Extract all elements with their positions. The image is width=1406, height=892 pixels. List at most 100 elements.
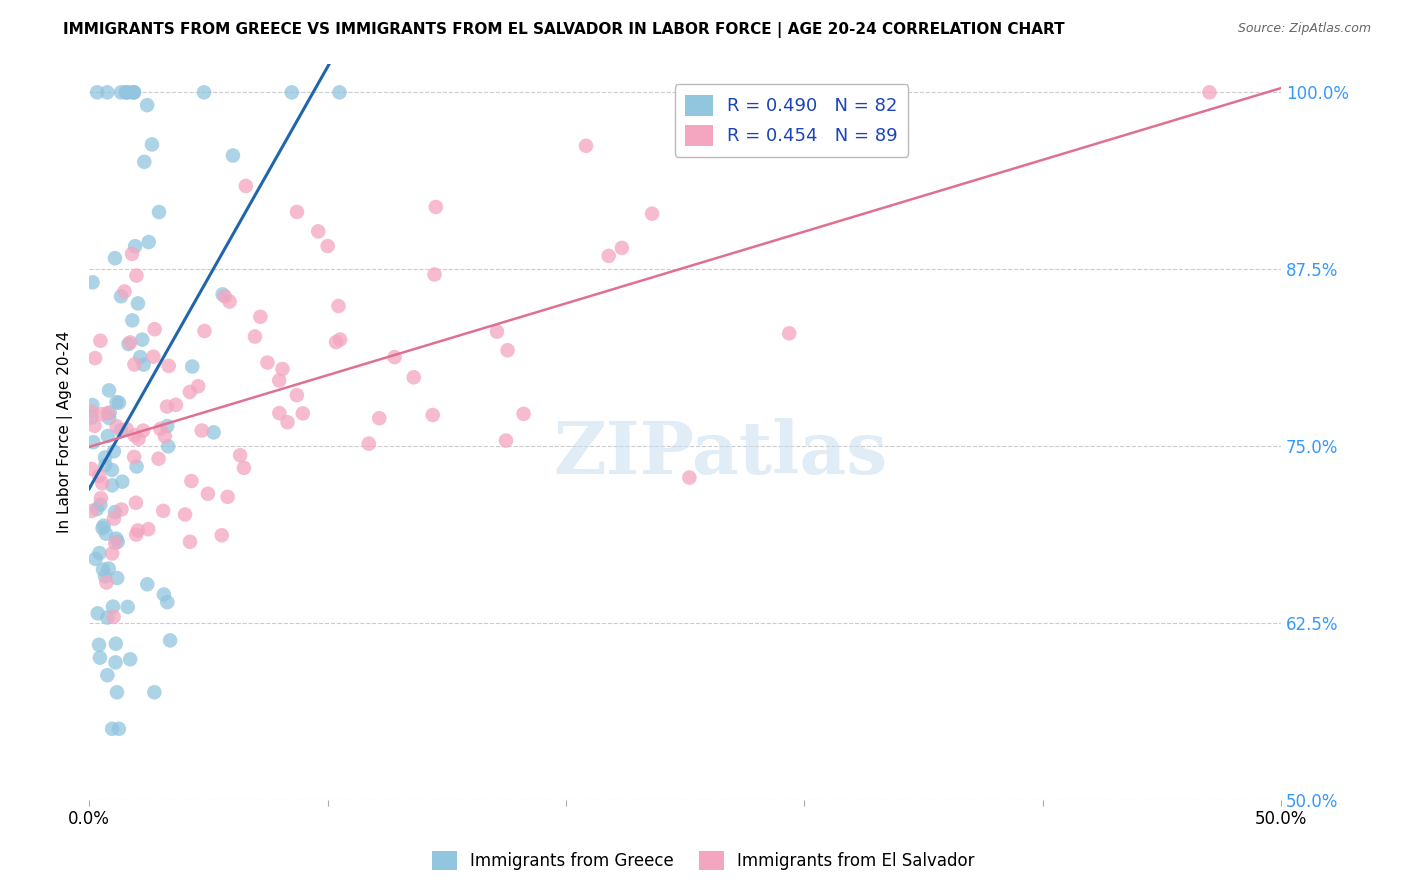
- Point: [83, 418, 105, 433]
- Point: [122, 86, 145, 100]
- Point: [156, 419, 179, 434]
- Point: [110, 502, 132, 516]
- Point: [122, 86, 145, 100]
- Point: [80, 405, 103, 419]
- Point: [124, 239, 146, 253]
- Point: [778, 326, 800, 341]
- Point: [103, 610, 125, 624]
- Point: [90, 407, 112, 421]
- Point: [80, 504, 103, 518]
- Point: [117, 86, 139, 100]
- Point: [211, 287, 233, 301]
- Point: [125, 268, 148, 283]
- Point: [121, 313, 143, 327]
- Point: [152, 504, 174, 518]
- Point: [285, 205, 308, 219]
- Point: [97, 429, 120, 443]
- Point: [114, 285, 136, 299]
- Point: [641, 207, 664, 221]
- Point: [180, 474, 202, 488]
- Point: [485, 325, 508, 339]
- Point: [197, 486, 219, 500]
- Y-axis label: In Labor Force | Age 20-24: In Labor Force | Age 20-24: [58, 331, 73, 533]
- Point: [384, 350, 406, 364]
- Point: [233, 461, 256, 475]
- Point: [80, 462, 103, 476]
- Point: [157, 359, 180, 373]
- Point: [187, 379, 209, 393]
- Point: [281, 86, 304, 100]
- Point: [117, 337, 139, 351]
- Point: [214, 289, 236, 303]
- Point: [129, 350, 152, 364]
- Point: [101, 547, 124, 561]
- Point: [218, 294, 240, 309]
- Point: [276, 415, 298, 429]
- Point: [153, 429, 176, 443]
- Point: [143, 685, 166, 699]
- Point: [131, 333, 153, 347]
- Point: [117, 599, 139, 614]
- Point: [122, 86, 145, 100]
- Point: [136, 522, 159, 536]
- Point: [97, 561, 120, 575]
- Point: [136, 577, 159, 591]
- Legend: R = 0.490   N = 82, R = 0.454   N = 89: R = 0.490 N = 82, R = 0.454 N = 89: [675, 84, 908, 156]
- Point: [89, 650, 111, 665]
- Point: [89, 498, 111, 512]
- Point: [193, 324, 215, 338]
- Point: [89, 334, 111, 348]
- Point: [93, 518, 115, 533]
- Point: [105, 395, 128, 409]
- Point: [96, 610, 118, 624]
- Point: [96, 575, 118, 590]
- Point: [329, 333, 352, 347]
- Point: [217, 490, 239, 504]
- Point: [111, 475, 134, 489]
- Point: [235, 178, 257, 193]
- Point: [132, 424, 155, 438]
- Point: [104, 536, 127, 550]
- Text: IMMIGRANTS FROM GREECE VS IMMIGRANTS FROM EL SALVADOR IN LABOR FORCE | AGE 20-24: IMMIGRANTS FROM GREECE VS IMMIGRANTS FRO…: [63, 22, 1064, 38]
- Point: [132, 358, 155, 372]
- Point: [402, 370, 425, 384]
- Point: [425, 200, 447, 214]
- Point: [610, 241, 633, 255]
- Point: [98, 384, 121, 398]
- Point: [103, 444, 125, 458]
- Point: [495, 434, 517, 448]
- Point: [115, 86, 138, 100]
- Point: [423, 268, 446, 282]
- Point: [98, 406, 121, 420]
- Point: [496, 343, 519, 358]
- Point: [128, 432, 150, 446]
- Point: [143, 322, 166, 336]
- Point: [98, 411, 121, 425]
- Point: [149, 422, 172, 436]
- Point: [101, 463, 124, 477]
- Point: [125, 459, 148, 474]
- Point: [222, 148, 245, 162]
- Point: [153, 587, 176, 601]
- Legend: Immigrants from Greece, Immigrants from El Salvador: Immigrants from Greece, Immigrants from …: [425, 844, 981, 877]
- Point: [211, 528, 233, 542]
- Point: [108, 722, 131, 736]
- Point: [87, 638, 110, 652]
- Point: [86, 607, 108, 621]
- Point: [110, 289, 132, 303]
- Point: [134, 154, 156, 169]
- Point: [105, 419, 128, 434]
- Point: [91, 562, 114, 576]
- Point: [110, 86, 132, 100]
- Point: [105, 532, 128, 546]
- Point: [269, 374, 291, 388]
- Point: [249, 310, 271, 324]
- Point: [89, 546, 111, 560]
- Point: [156, 400, 179, 414]
- Point: [190, 424, 212, 438]
- Point: [96, 668, 118, 682]
- Point: [243, 329, 266, 343]
- Point: [108, 396, 131, 410]
- Point: [229, 448, 252, 462]
- Point: [101, 478, 124, 492]
